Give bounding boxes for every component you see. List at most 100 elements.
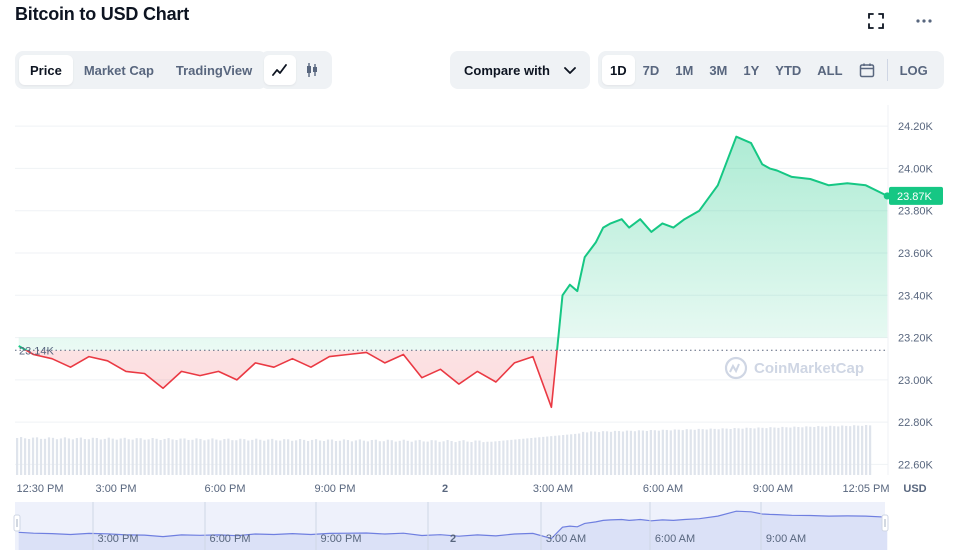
volume-bar: [442, 441, 445, 475]
expand-icon[interactable]: [865, 10, 887, 32]
range-ytd[interactable]: YTD: [775, 62, 802, 78]
price-chart[interactable]: CoinMarketCap 23.14K 22.60K22.80K23.00K2…: [0, 95, 957, 556]
volume-bar: [546, 436, 549, 475]
volume-bar: [574, 433, 577, 475]
tab-market-cap[interactable]: Market Cap: [83, 62, 154, 78]
line-chart-icon[interactable]: [264, 55, 296, 85]
volume-bar: [641, 430, 645, 475]
volume-bar: [833, 426, 836, 475]
volume-bar: [358, 439, 361, 475]
volume-bar: [119, 438, 122, 475]
y-axis-unit: USD: [903, 483, 926, 495]
volume-bar: [693, 429, 696, 475]
volume-bar: [306, 441, 310, 475]
volume-bar: [55, 439, 59, 475]
volume-bar: [191, 439, 194, 475]
volume-bar: [27, 439, 31, 475]
volume-bar: [103, 438, 106, 475]
x-tick-label: 12:05 PM: [842, 483, 889, 495]
volume-bar: [59, 438, 63, 475]
volume-bar: [725, 428, 728, 475]
volume-bar: [665, 429, 668, 475]
volume-bar: [717, 429, 720, 475]
volume-bar: [482, 442, 485, 475]
volume-bar: [713, 428, 716, 475]
volume-bar: [753, 428, 756, 475]
volume-bar: [386, 439, 389, 475]
x-tick-label: 3:00 AM: [533, 483, 573, 495]
tab-tradingview[interactable]: TradingView: [175, 62, 253, 78]
volume-bar: [542, 436, 545, 475]
volume-bar: [275, 440, 278, 475]
volume-bar: [446, 440, 449, 475]
page-title: Bitcoin to USD Chart: [15, 4, 189, 24]
more-icon[interactable]: [913, 10, 935, 32]
volume-bar: [374, 439, 377, 475]
volume-bar: [466, 441, 469, 475]
volume-bar: [227, 438, 230, 475]
volume-bar: [175, 440, 178, 475]
volume-bar: [809, 426, 812, 475]
volume-bar: [861, 425, 864, 475]
candlestick-icon[interactable]: [296, 55, 328, 85]
volume-bar: [342, 439, 346, 475]
volume-bar: [637, 430, 641, 475]
range-all[interactable]: ALL: [817, 62, 843, 78]
volume-bar: [179, 438, 182, 475]
volume-bar: [267, 439, 270, 475]
volume-bar: [350, 441, 354, 475]
range-3m[interactable]: 3M: [709, 62, 728, 78]
volume-bar: [869, 425, 872, 475]
volume-bar: [430, 440, 433, 475]
range-navigator[interactable]: 3:00 PM 6:00 PM 9:00 PM 2 3:00 AM 6:00 AM 9:00…: [13, 502, 889, 550]
volume-bar: [31, 437, 35, 475]
volume-bar: [219, 440, 222, 475]
log-toggle[interactable]: LOG: [899, 62, 928, 78]
navigator-area: [18, 511, 888, 550]
volume-bar: [629, 430, 633, 475]
compare-with-dropdown[interactable]: Compare with: [450, 51, 590, 89]
calendar-icon[interactable]: [851, 55, 883, 85]
volume-bar: [530, 438, 533, 475]
volume-bar: [510, 439, 513, 475]
volume-bar: [777, 427, 780, 475]
navigator-tick-label: 6:00 PM: [210, 533, 251, 545]
navigator-tick-label: 9:00 PM: [321, 533, 362, 545]
volume-bar: [701, 429, 704, 475]
range-divider: [886, 59, 888, 81]
navigator-line: [18, 510, 888, 540]
range-1m[interactable]: 1M: [675, 62, 694, 78]
volume-bar: [47, 437, 51, 475]
volume-bar: [865, 425, 868, 475]
volume-bar: [554, 435, 557, 475]
volume-bar: [769, 427, 772, 475]
baseline-label: 23.14K: [19, 345, 55, 357]
volume-bar: [362, 440, 365, 475]
volume-bar: [378, 441, 381, 475]
volume-bar: [785, 427, 788, 475]
chart-type-tabs: Price Market Cap TradingView: [15, 51, 268, 89]
volume-bar: [773, 427, 776, 475]
range-selector: 1D 7D 1M 3M 1Y YTD ALL LOG: [598, 51, 944, 89]
volume-bar: [821, 426, 824, 475]
volume-bar: [801, 427, 804, 475]
tab-price[interactable]: Price: [19, 55, 73, 85]
range-1y[interactable]: 1Y: [743, 62, 760, 78]
x-tick-label: 9:00 AM: [753, 483, 793, 495]
volume-bar: [95, 438, 98, 475]
range-7d[interactable]: 7D: [642, 62, 660, 78]
volume-bar: [39, 438, 43, 475]
volume-bar: [299, 439, 302, 475]
volume-bar: [159, 440, 162, 475]
x-tick-label: 3:00 PM: [96, 483, 137, 495]
navigator-tick-label: 9:00 AM: [766, 533, 806, 545]
range-1d[interactable]: 1D: [602, 55, 635, 85]
volume-bar: [657, 430, 660, 475]
volume-bar: [279, 440, 282, 475]
volume-bar: [697, 428, 700, 475]
volume-bar: [203, 440, 206, 475]
volume-bar: [239, 438, 242, 475]
volume-bar: [259, 439, 262, 475]
volume-bar: [163, 438, 166, 475]
current-price-label: 23.87K: [897, 191, 933, 203]
